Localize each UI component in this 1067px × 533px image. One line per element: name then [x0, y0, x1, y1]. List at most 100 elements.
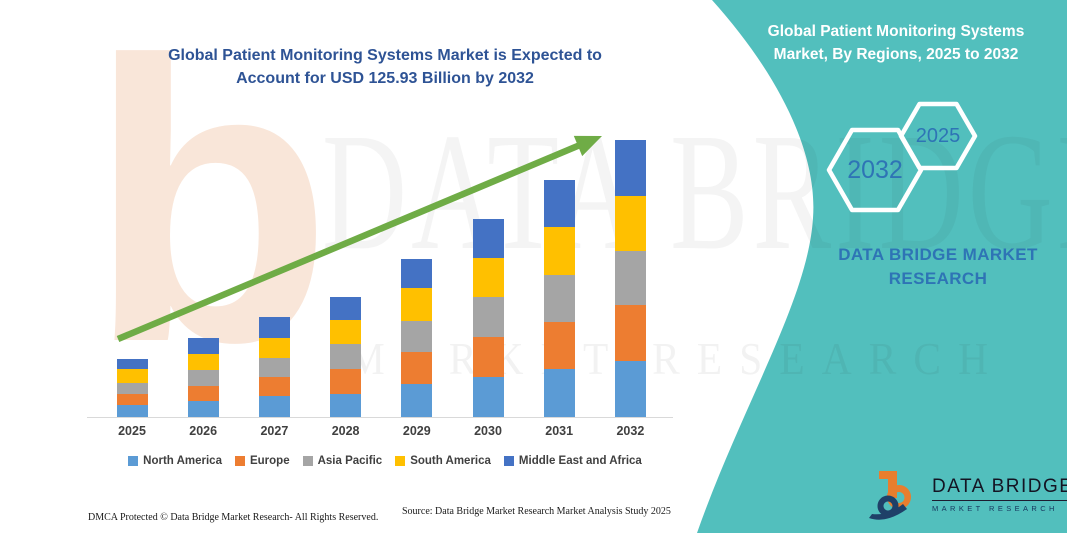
segment-middle-east-and-africa-2027: [258, 317, 290, 339]
plot-area: [85, 120, 685, 418]
segment-south-america-2027: [258, 338, 290, 359]
legend-item-europe: Europe: [234, 455, 290, 467]
segment-north-america-2027: [258, 396, 290, 417]
x-label-2032: 2032: [616, 424, 645, 438]
segment-asia-pacific-2030: [472, 297, 504, 337]
bar-2026: [187, 337, 219, 417]
x-label-2031: 2031: [545, 424, 574, 438]
x-label-2029: 2029: [402, 424, 431, 438]
company-logo-name: DATA BRIDGE: [932, 476, 1067, 501]
bar-2030: [472, 219, 504, 417]
legend-label: Middle East and Africa: [518, 455, 642, 467]
segment-asia-pacific-2027: [258, 358, 290, 378]
legend-swatch: [128, 456, 139, 466]
legend-label: South America: [410, 455, 491, 467]
segment-europe-2025: [116, 393, 148, 405]
segment-middle-east-and-africa-2026: [187, 337, 219, 354]
segment-asia-pacific-2032: [614, 250, 646, 305]
segment-europe-2027: [258, 377, 290, 397]
trend-arrow: [116, 135, 602, 342]
footer-source: Source: Data Bridge Market Research Mark…: [402, 506, 671, 517]
segment-north-america-2025: [116, 404, 148, 417]
chart-title: Global Patient Monitoring Systems Market…: [85, 44, 685, 90]
panel-title-line2: Market, By Regions, 2025 to 2032: [773, 46, 1019, 63]
hexagon-badges: 2032 2025: [826, 101, 978, 213]
hexagon-2032-label: 2032: [847, 156, 903, 184]
segment-europe-2030: [472, 336, 504, 377]
x-axis-line: [87, 417, 673, 418]
trend-arrow-head: [573, 135, 602, 157]
company-logo-icon: [869, 471, 912, 520]
segment-middle-east-and-africa-2032: [614, 140, 646, 196]
segment-north-america-2026: [187, 400, 219, 417]
company-logo-subtext: MARKET RESEARCH: [932, 503, 1058, 513]
legend-swatch: [503, 456, 514, 466]
segment-south-america-2028: [330, 319, 362, 344]
legend-label: Asia Pacific: [317, 455, 383, 467]
segment-asia-pacific-2029: [401, 320, 433, 352]
x-label-2028: 2028: [331, 424, 360, 438]
segment-europe-2026: [187, 385, 219, 401]
segment-north-america-2031: [543, 368, 575, 417]
hexagon-2025: [898, 101, 978, 171]
brand-text-line1: DATA BRIDGE MARKET: [838, 245, 1038, 264]
segment-north-america-2028: [330, 393, 362, 417]
watermark-text-row2: MARKET RESEARCH: [348, 333, 1006, 384]
x-label-2027: 2027: [260, 424, 289, 438]
hexagon-2025-label: 2025: [916, 125, 961, 147]
segment-north-america-2030: [472, 377, 504, 417]
segment-asia-pacific-2031: [543, 274, 575, 322]
company-logo-text: DATA BRIDGE MARKET RESEARCH: [932, 476, 1067, 513]
chart-legend: North America Europe Asia Pacific South Ame…: [85, 455, 685, 467]
segment-north-america-2032: [614, 360, 646, 417]
segment-middle-east-and-africa-2031: [543, 179, 575, 228]
x-label-2026: 2026: [189, 424, 218, 438]
segment-south-america-2030: [472, 258, 504, 298]
segment-asia-pacific-2026: [187, 369, 219, 386]
legend-swatch: [395, 456, 406, 466]
company-logo: DATA BRIDGE MARKET RESEARCH: [866, 466, 1067, 522]
x-label-2025: 2025: [118, 424, 146, 438]
legend-item-asia-pacific: Asia Pacific: [302, 455, 383, 467]
segment-south-america-2026: [187, 353, 219, 370]
legend-swatch: [302, 456, 313, 466]
bar-2031: [543, 179, 575, 417]
bar-2028: [330, 296, 362, 417]
segment-middle-east-and-africa-2029: [401, 259, 433, 288]
segment-south-america-2029: [401, 287, 433, 321]
legend-item-north-america: North America: [128, 455, 222, 467]
panel-title-line1: Global Patient Monitoring Systems: [767, 23, 1025, 40]
segment-asia-pacific-2028: [330, 343, 362, 369]
chart-title-line2: Account for USD 125.93 Billion by 2032: [236, 70, 534, 87]
x-axis-labels: 2025 2026 2027 2028 2029 2030 2031 2032: [85, 424, 685, 442]
legend-item-middle-east-and-africa: Middle East and Africa: [503, 455, 642, 467]
brand-text-line2: RESEARCH: [888, 269, 988, 288]
segment-europe-2029: [401, 351, 433, 385]
segment-europe-2028: [330, 368, 362, 394]
segment-asia-pacific-2025: [116, 382, 148, 394]
segment-europe-2032: [614, 304, 646, 361]
brand-text: DATA BRIDGE MARKET RESEARCH: [833, 243, 1043, 291]
legend-label: Europe: [249, 455, 290, 467]
panel-title: Global Patient Monitoring Systems Market…: [742, 20, 1050, 66]
legend-swatch: [234, 456, 245, 466]
legend-label: North America: [143, 455, 222, 467]
footer-dmca: DMCA Protected © Data Bridge Market Rese…: [88, 512, 379, 523]
legend-item-south-america: South America: [395, 455, 491, 467]
bar-2025: [116, 358, 148, 417]
segment-middle-east-and-africa-2025: [116, 358, 148, 370]
watermark-text-row1: DATA BRIDGE: [322, 99, 1067, 285]
segment-europe-2031: [543, 321, 575, 369]
segment-south-america-2031: [543, 227, 575, 275]
segment-north-america-2029: [401, 384, 433, 417]
trend-arrow-line: [116, 142, 582, 342]
bar-2032: [614, 140, 646, 417]
segment-south-america-2032: [614, 195, 646, 251]
bar-2029: [401, 259, 433, 417]
segment-middle-east-and-africa-2028: [330, 296, 362, 320]
x-label-2030: 2030: [474, 424, 502, 438]
bar-2027: [258, 317, 290, 417]
chart-title-line1: Global Patient Monitoring Systems Market…: [168, 47, 602, 64]
segment-south-america-2025: [116, 369, 148, 383]
